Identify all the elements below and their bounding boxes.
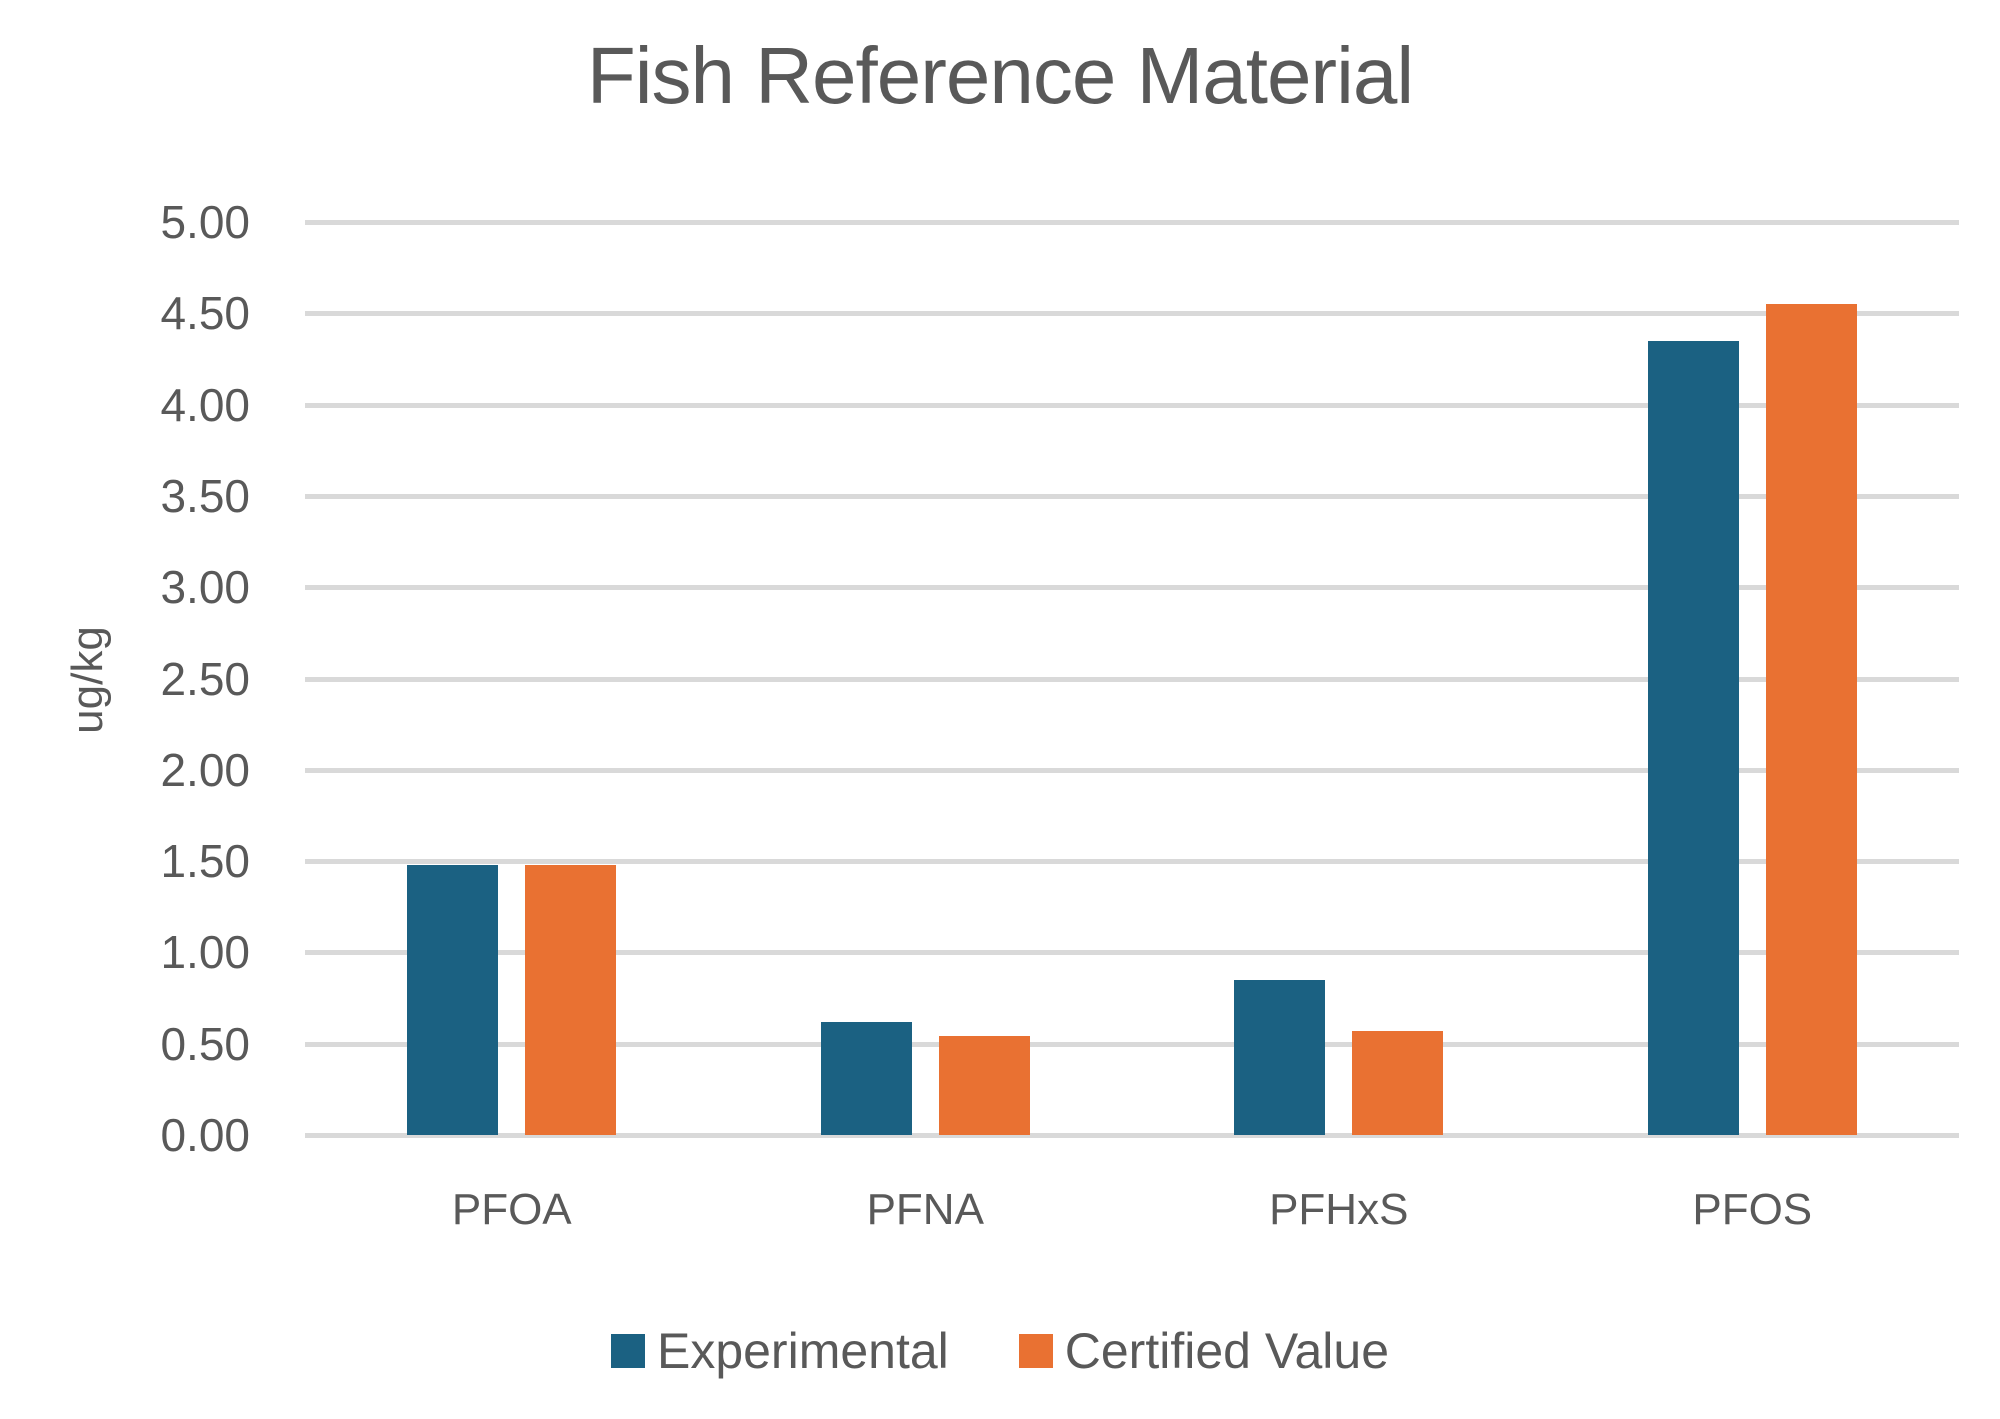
legend-label-experimental: Experimental <box>656 1323 949 1379</box>
x-category-label: PFOA <box>451 1185 572 1234</box>
chart-title: Fish Reference Material <box>586 31 1414 120</box>
bar-pfhxs-certified-value <box>1352 1030 1444 1135</box>
bar-pfna-experimental <box>820 1021 912 1135</box>
bar-pfoa-experimental <box>407 864 499 1135</box>
gridline <box>305 402 1959 408</box>
plot-area <box>305 220 1959 1138</box>
bar-pfna-certified-value <box>938 1036 1030 1135</box>
y-tick-label: 4.00 <box>160 378 250 431</box>
bar-pfoa-certified-value <box>525 864 617 1135</box>
gridline <box>305 950 1959 956</box>
y-tick-label: 3.50 <box>160 469 250 522</box>
bar-pfhxs-experimental <box>1234 979 1326 1135</box>
y-tick-label: 2.00 <box>160 743 250 796</box>
y-tick-label: 3.00 <box>160 561 250 614</box>
legend-item-experimental: Experimental <box>610 1322 949 1380</box>
bar-pfos-experimental <box>1647 340 1739 1135</box>
y-tick-label: 4.50 <box>160 287 250 340</box>
x-category-label: PFNA <box>866 1185 984 1234</box>
gridline <box>305 676 1959 682</box>
x-category-label: PFHxS <box>1269 1185 1409 1234</box>
legend: Experimental Certified Value <box>0 1322 2000 1380</box>
legend-item-certified-value: Certified Value <box>1018 1322 1390 1380</box>
y-tick-label: 1.00 <box>160 926 250 979</box>
gridline <box>305 585 1959 591</box>
y-tick-label: 1.50 <box>160 835 250 888</box>
bar-pfos-certified-value <box>1765 304 1857 1135</box>
gridline <box>305 1041 1959 1047</box>
gridline <box>305 767 1959 773</box>
gridline <box>305 493 1959 499</box>
y-tick-label: 2.50 <box>160 652 250 705</box>
x-category-label: PFOS <box>1692 1185 1813 1234</box>
legend-swatch-certified-value <box>1018 1334 1053 1368</box>
gridline <box>305 859 1959 865</box>
y-tick-label: 5.00 <box>160 196 250 248</box>
gridline <box>305 1133 1959 1138</box>
y-tick-label: 0.50 <box>160 1017 250 1070</box>
gridline <box>305 311 1959 317</box>
legend-swatch-experimental <box>610 1334 645 1368</box>
gridline <box>305 220 1959 225</box>
legend-label-certified-value: Certified Value <box>1064 1323 1390 1379</box>
y-tick-label: 0.00 <box>160 1109 250 1161</box>
y-axis-label: ug/kg <box>63 626 112 734</box>
